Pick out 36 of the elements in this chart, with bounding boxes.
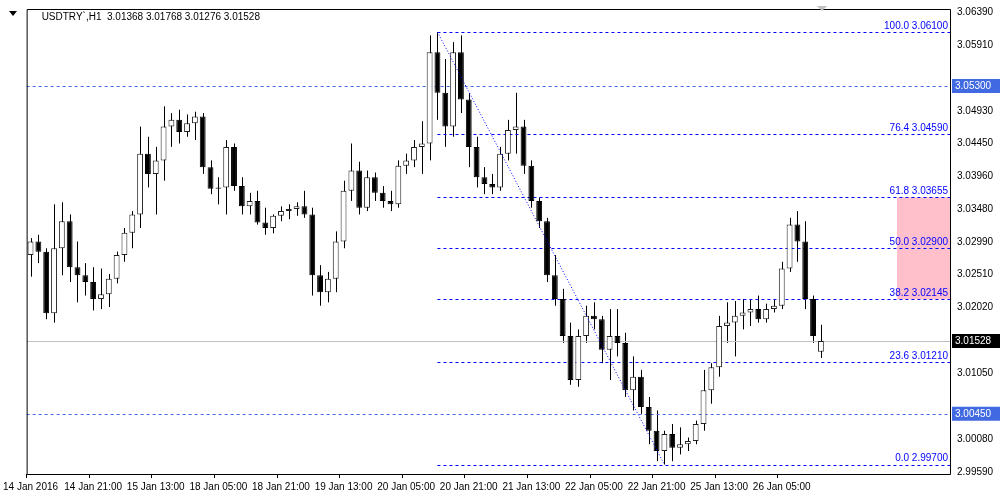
chart-title: USDTRY`,H1 3.01368 3.01768 3.01276 3.01528 bbox=[41, 10, 261, 22]
y-tick-label: 3.03480 bbox=[957, 202, 994, 214]
ref-line-label: 23.6 3.01210 bbox=[889, 350, 949, 362]
x-tick-label: 25 Jan 13:00 bbox=[690, 480, 749, 492]
y-tick-label: 3.02510 bbox=[957, 268, 994, 280]
ref-line-label: 3.01528 bbox=[955, 334, 992, 346]
y-tick-label: 3.06390 bbox=[957, 6, 994, 18]
x-tick-label: 20 Jan 05:00 bbox=[377, 480, 436, 492]
x-tick-label: 22 Jan 21:00 bbox=[627, 480, 686, 492]
y-tick-label: 3.02990 bbox=[957, 235, 994, 247]
y-tick-label: 2.99590 bbox=[957, 465, 994, 477]
x-tick-label: 20 Jan 21:00 bbox=[439, 480, 499, 492]
ref-line-label: 100.0 3.06100 bbox=[884, 19, 949, 31]
ref-line-label: 38.2 3.02145 bbox=[889, 287, 949, 299]
x-tick-label: 14 Jan 2016 bbox=[3, 480, 59, 492]
x-tick-label: 26 Jan 05:00 bbox=[752, 480, 812, 492]
y-tick-label: 3.00080 bbox=[957, 432, 994, 444]
ref-line-label: 3.05300 bbox=[955, 79, 992, 91]
x-tick-label: 21 Jan 13:00 bbox=[502, 480, 561, 492]
ref-line-label: 76.4 3.04590 bbox=[889, 121, 949, 133]
x-tick-label: 18 Jan 21:00 bbox=[252, 480, 311, 492]
x-tick-label: 14 Jan 21:00 bbox=[64, 480, 123, 492]
y-tick-label: 3.02020 bbox=[957, 301, 994, 313]
ref-line-label: 61.8 3.03655 bbox=[889, 184, 949, 196]
y-tick-label: 3.04930 bbox=[957, 104, 994, 116]
x-tick-label: 18 Jan 05:00 bbox=[189, 480, 248, 492]
y-tick-label: 3.05910 bbox=[957, 38, 994, 50]
y-tick-label: 3.01050 bbox=[957, 367, 994, 379]
ref-line-label: 0.0 2.99700 bbox=[895, 452, 949, 464]
ref-line-label: 3.00450 bbox=[955, 407, 992, 419]
x-tick-label: 19 Jan 13:00 bbox=[314, 480, 373, 492]
x-tick-label: 15 Jan 13:00 bbox=[126, 480, 186, 492]
y-tick-label: 3.03960 bbox=[957, 170, 994, 182]
ref-line-label: 50.0 3.02900 bbox=[889, 236, 949, 248]
x-tick-label: 22 Jan 05:00 bbox=[565, 480, 624, 492]
y-tick-label: 3.04450 bbox=[957, 137, 994, 149]
